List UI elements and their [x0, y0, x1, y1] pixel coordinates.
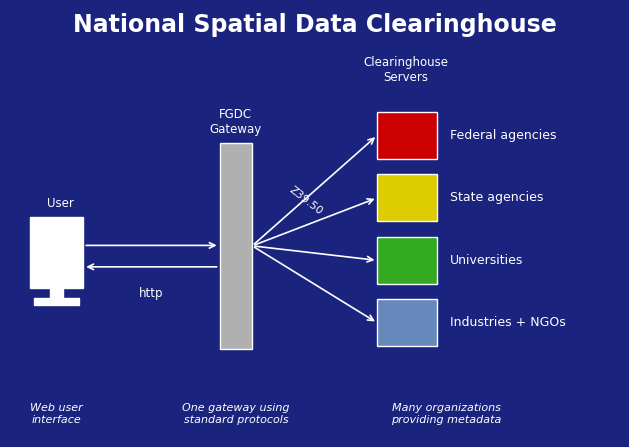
Bar: [377, 174, 437, 221]
Bar: [30, 217, 83, 288]
Bar: [50, 288, 64, 299]
Text: FGDC
Gateway: FGDC Gateway: [209, 108, 262, 136]
Text: National Spatial Data Clearinghouse: National Spatial Data Clearinghouse: [72, 13, 557, 38]
Text: Federal agencies: Federal agencies: [450, 129, 556, 142]
Text: One gateway using
standard protocols: One gateway using standard protocols: [182, 403, 289, 425]
Text: Many organizations
providing metadata: Many organizations providing metadata: [391, 403, 502, 425]
Bar: [34, 299, 79, 305]
Text: Industries + NGOs: Industries + NGOs: [450, 316, 565, 329]
Text: Universities: Universities: [450, 254, 523, 267]
Bar: [377, 299, 437, 346]
Text: User: User: [47, 197, 74, 210]
Text: Z39.50: Z39.50: [287, 185, 324, 217]
Text: http: http: [139, 287, 164, 300]
Text: Clearinghouse
Servers: Clearinghouse Servers: [363, 56, 448, 84]
Text: Web user
interface: Web user interface: [30, 403, 83, 425]
Bar: [220, 143, 252, 349]
Bar: [377, 237, 437, 284]
Text: State agencies: State agencies: [450, 191, 543, 204]
Bar: [377, 112, 437, 159]
